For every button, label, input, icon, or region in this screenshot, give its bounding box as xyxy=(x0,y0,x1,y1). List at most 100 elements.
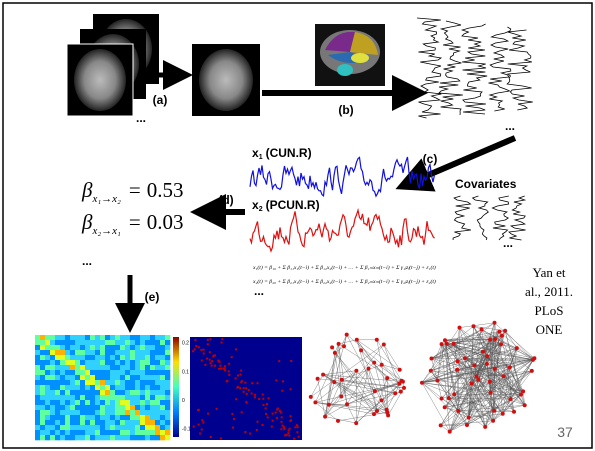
heatmap-cell xyxy=(100,415,105,420)
heatmap-cell xyxy=(120,350,125,355)
page: {"steps": ["(a)", "(b)", "(c)", "(d)", "… xyxy=(0,0,595,451)
heatmap-cell xyxy=(60,350,65,355)
heatmap-cell xyxy=(90,405,95,410)
heatmap-cell xyxy=(130,435,135,440)
node xyxy=(456,359,460,363)
node xyxy=(435,379,439,383)
slide-number: 37 xyxy=(557,424,573,440)
heatmap-cell xyxy=(224,369,226,371)
heatmap-cell xyxy=(145,405,150,410)
heatmap-cell xyxy=(155,425,160,430)
heatmap-cell xyxy=(60,425,65,430)
heatmap-cell xyxy=(55,435,60,440)
heatmap-cell xyxy=(239,387,241,389)
heatmap-cell xyxy=(155,395,160,400)
node xyxy=(452,392,456,396)
heatmap-cell xyxy=(55,360,60,365)
heatmap-cell xyxy=(50,335,55,340)
heatmap-cell xyxy=(115,340,120,345)
heatmap-cell xyxy=(75,355,80,360)
heatmap-cell xyxy=(135,395,140,400)
heatmap-cell xyxy=(70,345,75,350)
heatmap-cell xyxy=(40,435,45,440)
heatmap-cell xyxy=(150,420,155,425)
coef-value: 0.03 xyxy=(147,210,184,234)
heatmap-cell xyxy=(235,398,237,400)
heatmap-cell xyxy=(70,400,75,405)
heatmap-cell xyxy=(145,350,150,355)
node xyxy=(375,338,379,342)
heatmap-cell xyxy=(281,416,283,418)
heatmap-cell xyxy=(100,375,105,380)
heatmap-cell xyxy=(100,370,105,375)
heatmap-cell xyxy=(155,385,160,390)
heatmap-cell xyxy=(150,425,155,430)
heatmap-cell xyxy=(165,345,170,350)
heatmap-cell xyxy=(50,380,55,385)
heatmap-cell xyxy=(80,425,85,430)
heatmap-cell xyxy=(160,355,165,360)
heatmap-cell xyxy=(90,350,95,355)
heatmap-cell xyxy=(125,390,130,395)
heatmap-cell xyxy=(55,405,60,410)
heatmap-cell xyxy=(145,410,150,415)
heatmap-cell xyxy=(224,367,226,369)
heatmap-cell xyxy=(105,415,110,420)
heatmap-cell xyxy=(70,385,75,390)
heatmap-cell xyxy=(70,350,75,355)
heatmap-cell xyxy=(125,435,130,440)
coef-value: 0.53 xyxy=(147,178,184,202)
heatmap-cell xyxy=(35,405,40,410)
heatmap-cell xyxy=(105,370,110,375)
heatmap-cell xyxy=(140,345,145,350)
coef-symbol: β xyxy=(81,210,93,234)
heatmap-cell xyxy=(110,355,115,360)
heatmap-cell xyxy=(40,405,45,410)
heatmap-cell xyxy=(95,375,100,380)
heatmap-cell xyxy=(251,382,253,384)
heatmap-cell xyxy=(60,435,65,440)
heatmap-cell xyxy=(257,421,259,423)
heatmap-cell xyxy=(268,397,270,399)
heatmap-cell xyxy=(85,400,90,405)
heatmap-cell xyxy=(298,436,300,438)
node xyxy=(515,346,519,350)
heatmap-cell xyxy=(290,388,292,390)
heatmap-cell xyxy=(211,365,213,367)
node xyxy=(508,365,512,369)
heatmap-cell xyxy=(297,426,299,428)
heatmap-cell xyxy=(65,370,70,375)
heatmap-cell xyxy=(135,415,140,420)
heatmap-cell xyxy=(85,345,90,350)
heatmap-cell xyxy=(286,434,288,436)
node xyxy=(342,344,346,348)
heatmap-cell xyxy=(155,410,160,415)
heatmap-cell xyxy=(55,425,60,430)
heatmap-cell xyxy=(130,430,135,435)
heatmap-cell xyxy=(204,364,206,366)
node xyxy=(503,329,507,333)
heatmap-cell xyxy=(75,360,80,365)
heatmap-cell xyxy=(85,335,90,340)
heatmap-cell xyxy=(85,390,90,395)
heatmap-cell xyxy=(45,350,50,355)
heatmap-cell xyxy=(145,370,150,375)
heatmap-cell xyxy=(150,400,155,405)
heatmap-cell xyxy=(100,380,105,385)
heatmap-cell xyxy=(105,375,110,380)
heatmap-cell xyxy=(140,420,145,425)
step-label: (e) xyxy=(145,290,160,304)
heatmap-cell xyxy=(65,435,70,440)
heatmap-cell xyxy=(60,380,65,385)
node xyxy=(429,369,433,373)
node xyxy=(488,338,492,342)
heatmap-cell xyxy=(125,335,130,340)
heatmap-cell xyxy=(60,415,65,420)
heatmap-cell xyxy=(45,375,50,380)
heatmap-cell xyxy=(246,402,248,404)
heatmap-cell xyxy=(135,425,140,430)
heatmap-cell xyxy=(288,430,290,432)
heatmap-cell xyxy=(237,375,239,377)
heatmap-cell xyxy=(160,395,165,400)
heatmap-cell xyxy=(95,380,100,385)
